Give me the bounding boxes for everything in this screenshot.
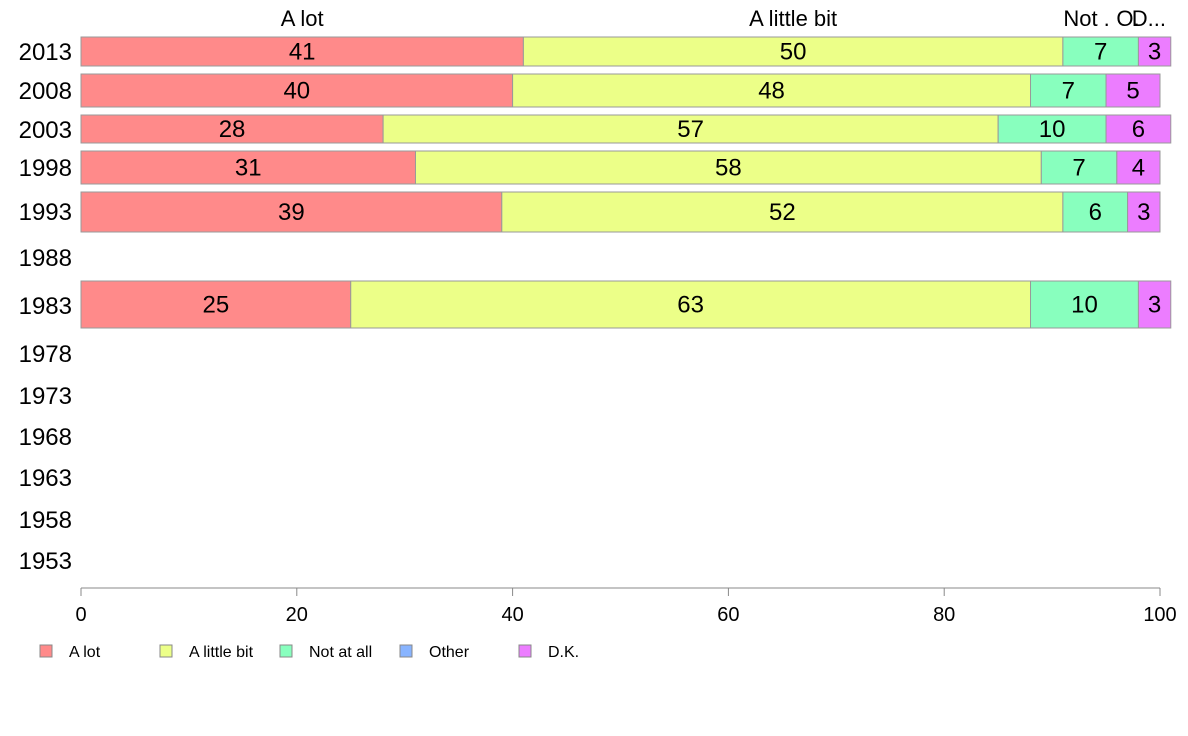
bar-2003-1 [382, 114, 999, 144]
category-label-1973: 1973 [19, 383, 72, 410]
value-label-1993-0: 39 [278, 199, 305, 226]
value-label-2008-0: 40 [283, 78, 310, 105]
category-label-1953: 1953 [19, 548, 72, 575]
legend-swatch-1 [159, 644, 173, 658]
top-label-4: D... [1132, 6, 1166, 31]
value-label-2013-2: 7 [1094, 39, 1107, 66]
category-label-2013: 2013 [19, 39, 72, 66]
bar-2003-0 [80, 114, 384, 144]
value-label-2003-1: 57 [677, 116, 704, 143]
value-label-1993-2: 6 [1089, 199, 1102, 226]
x-tick-label-60: 60 [717, 604, 739, 626]
category-label-1968: 1968 [19, 424, 72, 451]
top-label-0: A lot [281, 6, 324, 31]
legend-label-3: Other [429, 644, 470, 661]
value-label-2013-0: 41 [289, 39, 316, 66]
bar-2013-1 [522, 36, 1064, 67]
value-label-1998-2: 7 [1072, 155, 1085, 182]
bar-2013-2 [1062, 36, 1139, 67]
bar-1998-4 [1116, 150, 1161, 185]
category-label-1998: 1998 [19, 155, 72, 182]
category-label-1993: 1993 [19, 199, 72, 226]
top-label-2: Not . [1063, 6, 1109, 31]
value-label-2008-4: 5 [1126, 78, 1139, 105]
value-label-1983-0: 25 [203, 292, 230, 319]
category-label-1988: 1988 [19, 245, 72, 272]
legend-swatch-3 [399, 644, 413, 658]
legend-swatch-0 [39, 644, 53, 658]
value-label-1983-1: 63 [677, 292, 704, 319]
bar-2008-0 [80, 73, 514, 108]
bar-1983-1 [350, 280, 1032, 329]
legend-swatch-4 [518, 644, 532, 658]
value-label-1993-4: 3 [1137, 199, 1150, 226]
value-label-1998-4: 4 [1132, 155, 1145, 182]
value-label-2008-2: 7 [1062, 78, 1075, 105]
category-label-1978: 1978 [19, 341, 72, 368]
category-label-1963: 1963 [19, 465, 72, 492]
bar-1993-0 [80, 191, 503, 233]
category-label-2003: 2003 [19, 117, 72, 144]
value-label-1998-0: 31 [235, 155, 262, 182]
x-tick-label-80: 80 [933, 604, 955, 626]
value-label-1998-1: 58 [715, 155, 742, 182]
bar-2003-4 [1105, 114, 1172, 144]
bar-2008-1 [512, 73, 1032, 108]
x-tick-label-0: 0 [75, 604, 86, 626]
x-tick-label-40: 40 [501, 604, 523, 626]
x-tick-label-100: 100 [1143, 604, 1176, 626]
bar-1983-4 [1137, 280, 1172, 329]
value-label-2003-2: 10 [1039, 116, 1066, 143]
value-label-2008-1: 48 [758, 78, 785, 105]
bar-2008-2 [1030, 73, 1107, 108]
bar-1998-1 [414, 150, 1042, 185]
x-tick-label-20: 20 [286, 604, 308, 626]
legend-label-0: A lot [69, 644, 101, 661]
legend-label-4: D.K. [548, 644, 579, 661]
legend-swatch-2 [279, 644, 293, 658]
category-label-1983: 1983 [19, 293, 72, 320]
top-label-3: O. [1116, 6, 1139, 31]
bar-2013-0 [80, 36, 524, 67]
legend-label-2: Not at all [309, 644, 372, 661]
bar-2008-4 [1105, 73, 1161, 108]
value-label-1983-4: 3 [1148, 292, 1161, 319]
value-label-2013-4: 3 [1148, 39, 1161, 66]
bar-2013-4 [1137, 36, 1172, 67]
bar-1983-2 [1030, 280, 1139, 329]
category-label-2008: 2008 [19, 78, 72, 105]
value-label-2013-1: 50 [780, 39, 807, 66]
bar-1993-2 [1062, 191, 1129, 233]
legend-label-1: A little bit [189, 644, 254, 661]
value-label-2003-0: 28 [219, 116, 246, 143]
value-label-1993-1: 52 [769, 199, 796, 226]
bar-1998-0 [80, 150, 416, 185]
value-label-2003-4: 6 [1132, 116, 1145, 143]
bar-1993-1 [501, 191, 1064, 233]
bar-1983-0 [80, 280, 352, 329]
bar-1993-4 [1127, 191, 1161, 233]
category-label-1958: 1958 [19, 507, 72, 534]
top-label-1: A little bit [749, 6, 837, 31]
value-label-1983-2: 10 [1071, 292, 1098, 319]
